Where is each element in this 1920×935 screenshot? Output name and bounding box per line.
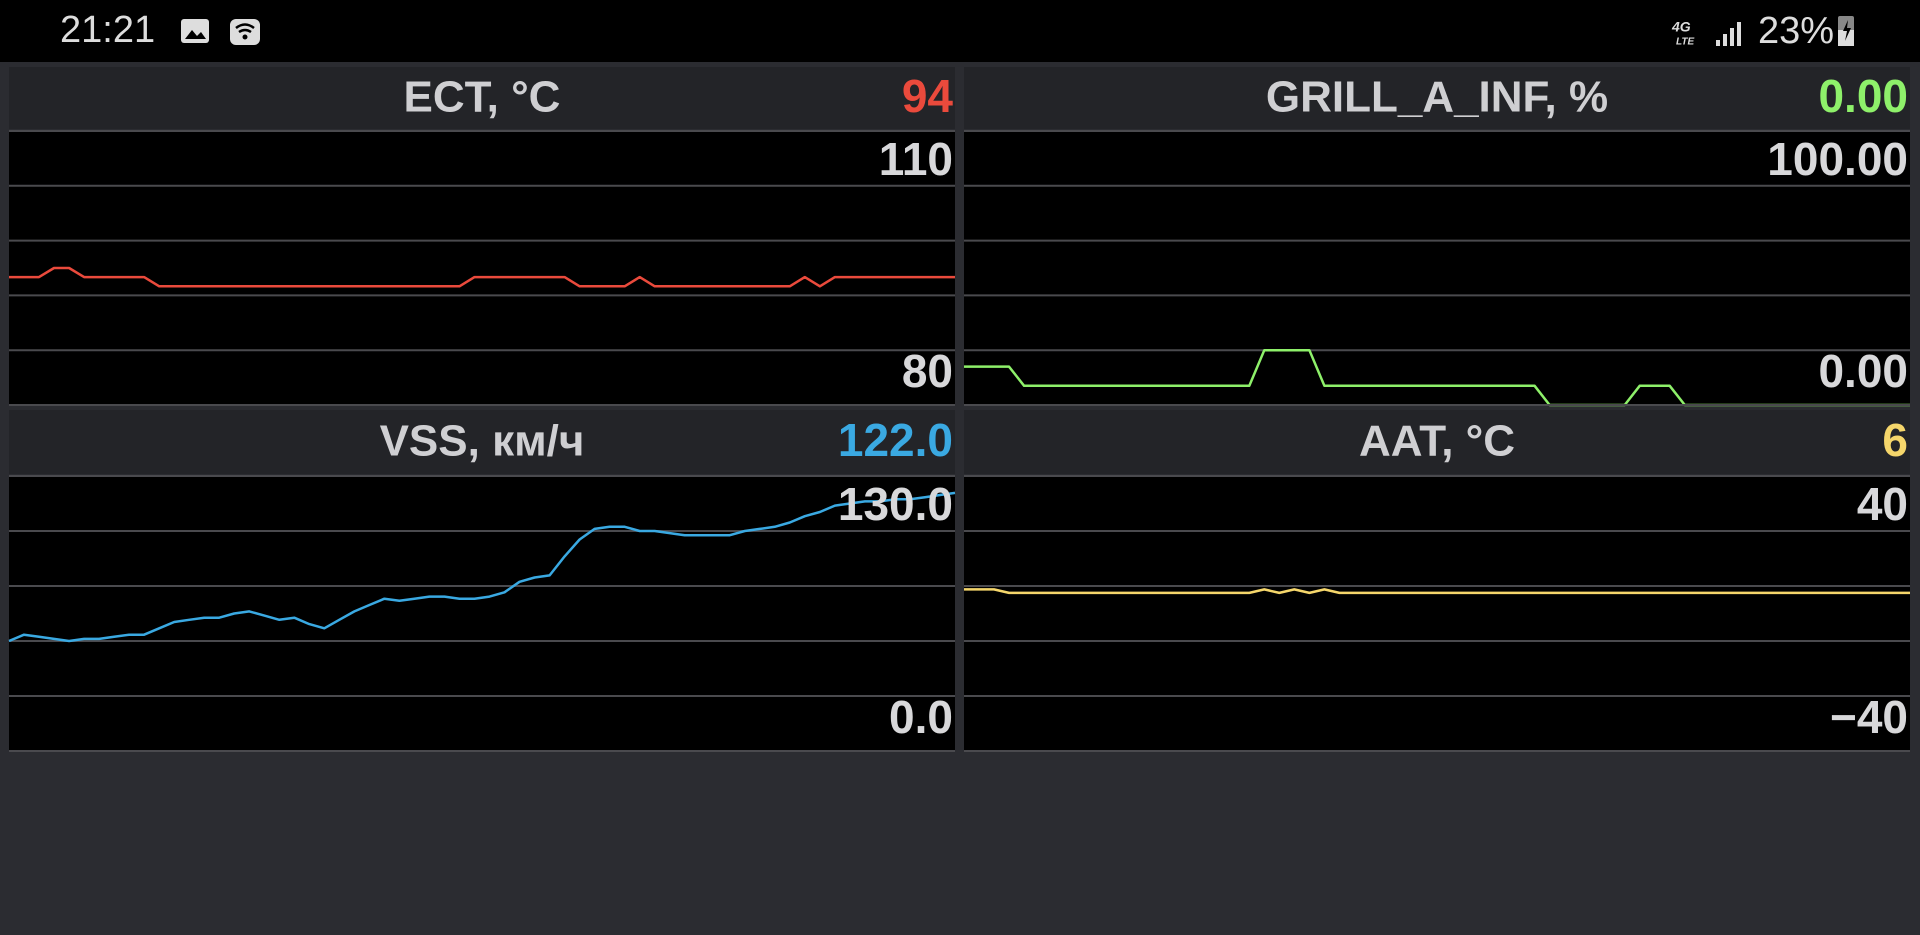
panel-header — [9, 67, 955, 129]
chart-title: VSS, км/ч — [380, 417, 585, 466]
y-tick-label: 130.0 — [838, 478, 953, 530]
plot-area — [964, 476, 1910, 751]
status-bar — [0, 0, 1920, 62]
y-tick-label: 80 — [902, 345, 953, 397]
y-tick-label: 0.00 — [1818, 345, 1908, 397]
y-tick-label: 0.0 — [889, 691, 953, 743]
y-tick-label: 110 — [879, 133, 953, 185]
data-line — [9, 266, 955, 288]
plot-area — [964, 131, 1910, 405]
panel-header — [964, 67, 1910, 129]
y-tick-label: −40 — [1830, 691, 1908, 743]
current-value: 6 — [1882, 414, 1908, 466]
y-tick-label: 100.00 — [1767, 133, 1908, 185]
current-value: 122.0 — [838, 414, 953, 466]
gallery-icon — [181, 19, 209, 43]
panel-header — [9, 410, 955, 474]
data-line — [8, 491, 956, 643]
signal-icon — [1716, 22, 1741, 46]
current-value: 0.00 — [1818, 70, 1908, 122]
status-time: 21:21 — [60, 9, 155, 51]
network-type: 4G — [1671, 19, 1691, 35]
battery-percent: 23% — [1758, 10, 1834, 52]
plot-area — [9, 476, 955, 751]
wifi-icon — [230, 19, 260, 45]
data-line — [964, 588, 1910, 595]
y-tick-label: 40 — [1857, 478, 1908, 530]
current-value: 94 — [902, 70, 954, 122]
network-subtype: LTE — [1676, 37, 1694, 48]
chart-title: ECT, °C — [404, 73, 561, 122]
chart-title: GRILL_A_INF, % — [1266, 73, 1608, 122]
battery-icon — [1838, 16, 1854, 46]
panel-header — [964, 410, 1910, 474]
plot-area — [9, 131, 955, 405]
chart-title: AAT, °C — [1359, 417, 1515, 466]
